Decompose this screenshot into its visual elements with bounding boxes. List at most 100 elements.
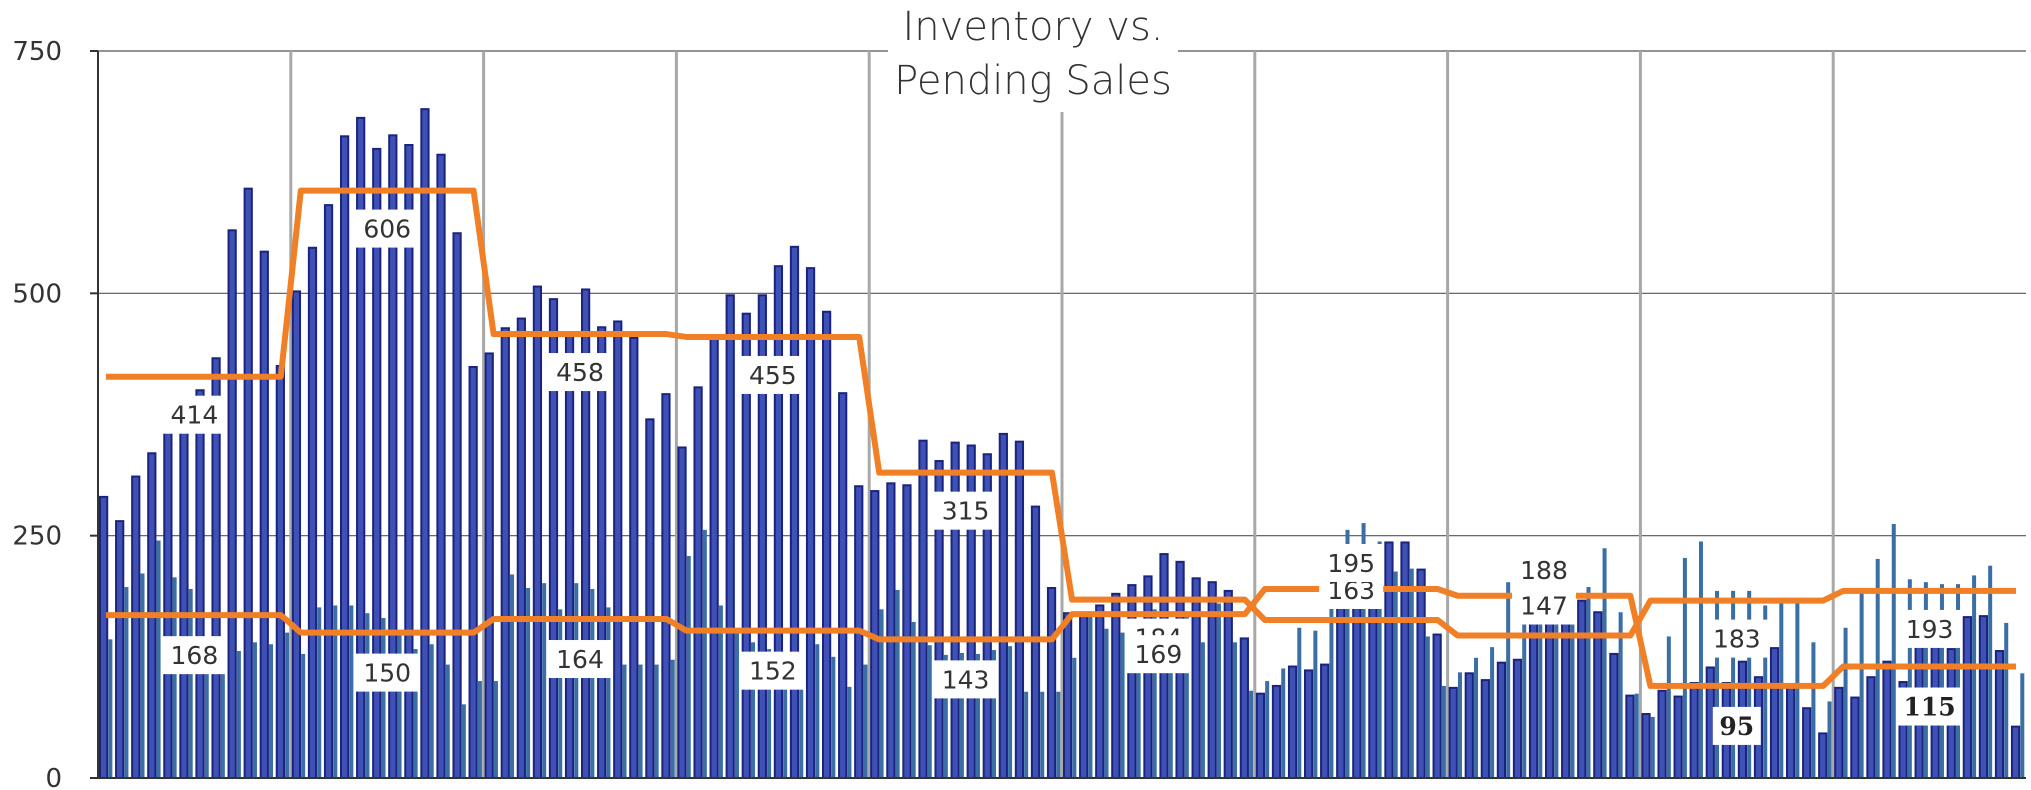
pending-bar [1297,627,1302,778]
inventory-bar [838,392,848,779]
pending-bar [397,635,402,778]
pending-bar [799,681,804,778]
pending-bar [188,588,193,778]
pending-bar [1088,613,1093,778]
pending-bar [2020,673,2025,778]
inventory-bar [275,365,285,779]
pending-bar [1506,582,1511,778]
inventory-bar [484,352,494,779]
inventory-bar [1191,577,1201,779]
inventory-bar [227,229,237,779]
pending-bar [1650,716,1655,778]
inventory-bar [1625,694,1635,780]
pending-bar [1682,557,1687,778]
inventory-bar [677,446,687,779]
pending-bar [831,656,836,778]
pending-bar [317,607,322,778]
pending-bar [236,651,241,778]
pending-bar [269,644,274,778]
pending-bar [1120,632,1125,778]
inventory-bar [1336,595,1346,780]
inventory-bar [1095,604,1105,780]
pending-bar [156,540,161,778]
pending-bar [1698,541,1703,778]
pending-bar [220,653,225,778]
inventory-bar [259,250,269,780]
inventory-bar [1496,661,1507,780]
data-label: 455 [749,361,797,390]
pending-bar [1329,550,1334,778]
pending-bar [172,577,177,778]
pending-bar [1988,565,1993,778]
inventory-bar [1769,647,1780,779]
inventory-bar [1673,695,1683,779]
inventory-bar [291,290,302,779]
pending-bar [1618,612,1623,778]
inventory-bar [1320,663,1330,780]
inventory-bar [1223,589,1233,779]
inventory-bar [1641,713,1651,779]
inventory-bar [131,475,141,779]
inventory-bar [323,204,334,779]
inventory-bar [1271,684,1282,779]
pending-bar [1168,624,1173,778]
inventory-bar [1689,682,1699,779]
inventory-bar [773,265,784,779]
pending-bar [1265,681,1270,778]
pending-bar [702,529,707,778]
pending-bar [1795,600,1800,778]
inventory-bar [436,153,446,779]
pending-bar [140,573,145,778]
pending-bar [349,605,354,778]
pending-bar [1024,691,1029,778]
inventory-bar [1882,660,1892,779]
data-label-box [355,653,420,692]
data-label-box [355,209,420,248]
inventory-bar [243,187,253,780]
inventory-bar [1046,587,1057,780]
pending-bar [526,588,531,778]
inventory-bar [886,482,896,779]
inventory-bar [597,326,607,779]
inventory-bar [1978,615,1989,779]
data-label-box [548,353,612,392]
pending-bar [1891,524,1896,778]
pending-bar [252,642,257,778]
pending-bar [1233,642,1238,778]
pending-bar [1040,691,1045,778]
data-label-box [1704,619,1769,658]
inventory-bar [1304,669,1314,779]
data-label: 183 [1713,625,1761,654]
inventory-bar [163,430,173,779]
data-label: 152 [749,657,797,686]
y-tick-label: 250 [12,522,62,552]
inventory-bar [693,386,703,779]
pending-bar [767,649,772,778]
inventory-bar [998,432,1008,779]
pending-bar [542,583,547,778]
data-label: 143 [942,665,990,694]
inventory-bar [918,439,928,779]
data-label-box [1319,543,1384,582]
data-label: 164 [556,645,604,674]
pending-bar [1956,584,1961,778]
pending-bar [590,588,595,778]
data-label: 95 [1719,712,1754,741]
pending-bar [847,686,852,778]
pending-bar [445,664,450,778]
inventory-bar [564,333,575,779]
inventory-bar [1818,732,1828,779]
pending-bar [493,681,498,778]
data-label-box [1897,687,1962,726]
average-lines [106,187,2016,689]
data-label: 168 [171,641,219,670]
pending-bar [1152,609,1157,778]
pending-bar [381,618,386,778]
pending-bar [285,632,290,778]
inventory-bar [1834,686,1844,779]
pending-bar [301,653,306,778]
pending-bar [1345,529,1350,778]
inventory-bar [709,334,719,779]
pending-bar [1361,523,1366,778]
chart-title: Inventory vs. Pending Sales [888,0,1178,112]
